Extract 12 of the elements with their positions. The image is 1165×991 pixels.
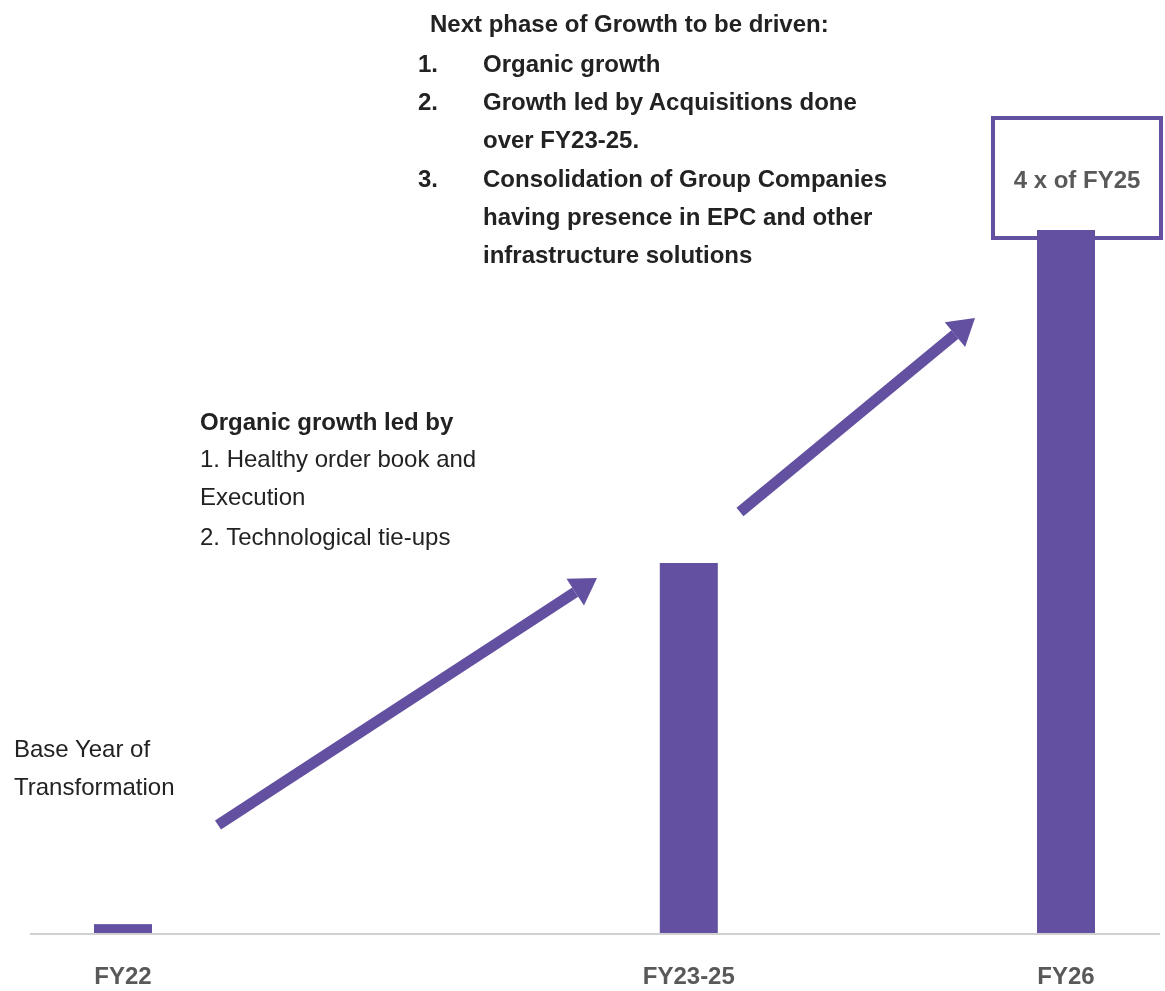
x-tick-label: FY26 — [1037, 962, 1095, 989]
annotation: 1. Healthy order book and Execution — [200, 445, 477, 510]
annotation: Organic growth led by — [200, 408, 455, 435]
x-tick-label: FY22 — [94, 962, 152, 989]
annotation: Base Year of Transformation — [14, 735, 175, 800]
text: 4 x of FY25 — [1013, 166, 1141, 193]
text: Next phase of Growth to be driven: — [430, 10, 829, 37]
text: 2. Growth led by Acquisitions done over FY23-25. — [418, 88, 857, 153]
text: 3. Consolidation of Group Companies having presence in EPC and other infrastructure solutions — [418, 165, 887, 268]
annotation: 2. Technological tie-ups — [200, 523, 451, 550]
x-tick-label: FY23-25 — [642, 962, 735, 989]
text: 1. Organic growth — [418, 50, 661, 77]
